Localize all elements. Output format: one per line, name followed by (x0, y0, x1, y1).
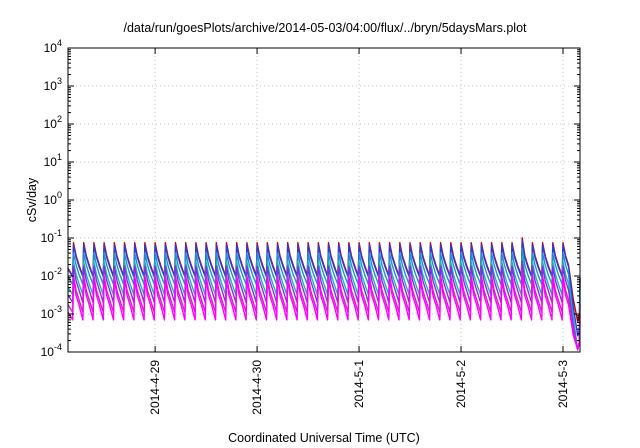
x-tick-label: 2014-4-30 (250, 360, 264, 415)
x-tick-label: 2014-5-2 (454, 360, 468, 408)
y-tick-label: 100 (44, 190, 62, 207)
y-tick-label: 102 (44, 114, 62, 131)
y-tick-label: 101 (44, 152, 62, 169)
y-axis: 10-4 10-3 10-2 10-1 100 101 102 103 104 (41, 38, 580, 359)
x-axis: 2014-4-29 2014-4-30 2014-5-1 2014-5-2 2014-5… (148, 48, 570, 415)
series-group (67, 237, 581, 351)
y-axis-label: cSv/day (25, 177, 39, 222)
y-tick-label: 10-4 (41, 342, 62, 359)
y-tick-label: 10-1 (41, 228, 62, 245)
y-tick-label: 104 (44, 38, 62, 55)
y-tick-label: 103 (44, 76, 62, 93)
chart-title: /data/run/goesPlots/archive/2014-05-03/0… (123, 21, 527, 35)
y-tick-label: 10-3 (41, 304, 62, 321)
x-tick-label: 2014-5-1 (352, 360, 366, 408)
x-tick-label: 2014-5-3 (556, 360, 570, 408)
y-tick-label: 10-2 (41, 266, 62, 283)
x-tick-label: 2014-4-29 (148, 360, 162, 415)
series-line (67, 273, 581, 351)
x-axis-label: Coordinated Universal Time (UTC) (228, 431, 420, 445)
